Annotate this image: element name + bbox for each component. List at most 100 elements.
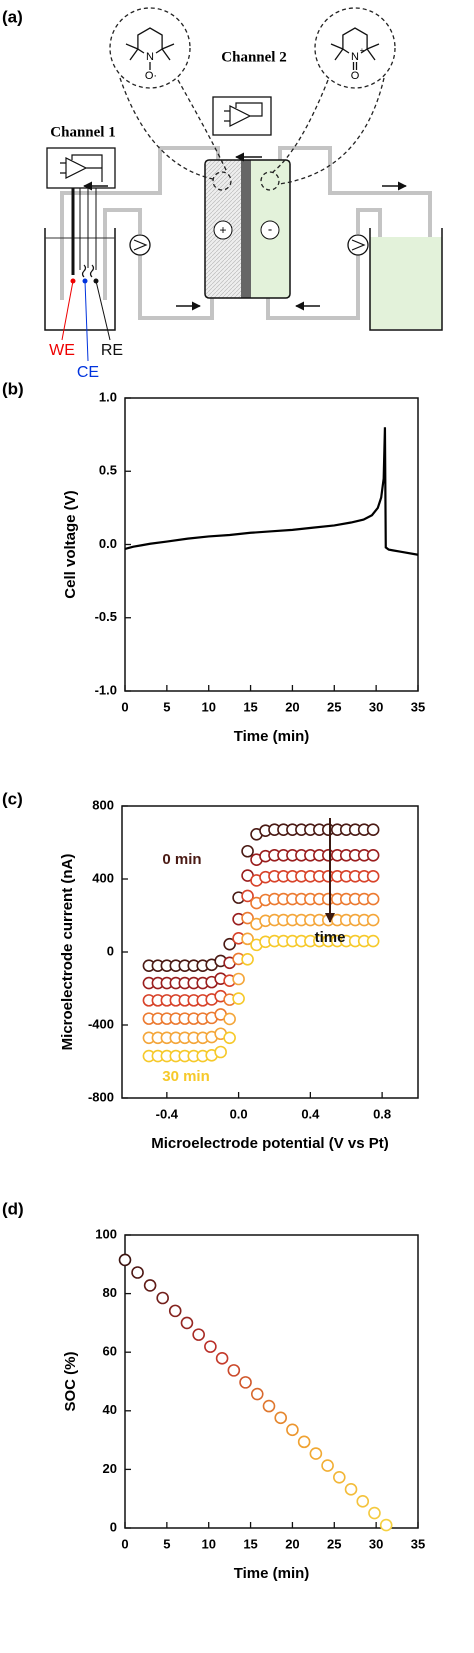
x-tick-label: 10 (201, 699, 215, 714)
leader (61, 280, 74, 341)
data-point (223, 1031, 236, 1045)
x-tick-label: 25 (327, 699, 341, 714)
data-point (223, 1012, 236, 1026)
y-tick-label: 80 (103, 1285, 117, 1300)
data-point (232, 992, 245, 1005)
data-point (131, 1266, 144, 1279)
cell (204, 159, 291, 299)
x-tick-label: 5 (163, 699, 170, 714)
x-tick-label: 30 (369, 1536, 383, 1551)
pole-label: - (268, 221, 272, 236)
atom-label: O· (145, 70, 157, 82)
wire (72, 188, 97, 275)
x-tick-label: 0 (121, 699, 128, 714)
data-point (333, 1471, 346, 1484)
x-tick-label: 20 (285, 699, 299, 714)
data-point (241, 889, 254, 903)
electrode-label: WE (49, 342, 75, 359)
chart: (d) 0 5 10 15 20 25 30 35 0 20 40 60 80 100 Time (min) S… (2, 1199, 425, 1581)
y-tick-label: 400 (92, 870, 114, 885)
y-axis-label: Cell voltage (V) (62, 490, 79, 598)
annotation: 30 min (162, 1068, 210, 1085)
data-point (366, 934, 380, 948)
tube (266, 255, 360, 320)
annotation: 0 min (162, 851, 201, 868)
plot-frame (124, 1234, 419, 1529)
pole (213, 220, 233, 240)
x-tick-label: 30 (369, 699, 383, 714)
data-point (227, 1364, 241, 1377)
data-point (232, 972, 245, 986)
zoom-line (119, 77, 385, 185)
channel-label: Channel 2 (221, 49, 286, 65)
panel-label: (a) (2, 7, 23, 26)
data-point (297, 1435, 311, 1449)
potentiostat (46, 147, 116, 189)
x-tick-label: 10 (201, 1536, 215, 1551)
amplifier (224, 102, 263, 127)
y-tick-label: 20 (103, 1461, 117, 1476)
electrolyte (370, 237, 442, 329)
y-axis-label: SOC (%) (62, 1351, 79, 1411)
y-tick-label: 800 (92, 797, 114, 812)
x-tick-label: 0 (121, 1536, 128, 1551)
tube (278, 146, 432, 300)
data-point (368, 1506, 381, 1520)
x-tick-label: 15 (243, 1536, 257, 1551)
x-tick-label: 25 (327, 1536, 341, 1551)
data-point (366, 823, 380, 837)
x-tick-label: 15 (243, 699, 257, 714)
data-point (366, 869, 380, 883)
y-tick-label: -0.5 (95, 609, 117, 624)
y-tick-label: 60 (103, 1344, 117, 1359)
tube (60, 146, 220, 300)
x-tick-label: 0.0 (230, 1106, 248, 1121)
data-point (143, 1279, 157, 1292)
leader (95, 280, 111, 341)
data-point (379, 1518, 393, 1532)
data-point (274, 1411, 288, 1425)
coil (81, 264, 95, 278)
panel-label: (d) (2, 1199, 24, 1218)
data-point (241, 911, 254, 925)
y-tick-label: 0.5 (99, 463, 117, 478)
membrane (241, 160, 251, 298)
y-tick-label: 40 (103, 1402, 117, 1417)
y-tick-label: 100 (95, 1226, 117, 1241)
pump-symbol (133, 239, 148, 251)
x-axis-label: Time (min) (234, 1565, 310, 1582)
data-point (356, 1495, 370, 1508)
annotation: time (315, 929, 346, 946)
data-point (309, 1447, 323, 1460)
channel-label: Channel 1 (50, 124, 115, 140)
x-axis-label: Time (min) (234, 728, 310, 745)
data-point (241, 932, 254, 946)
y-tick-label: 0 (110, 1519, 117, 1534)
tube (103, 208, 142, 300)
atom-label: N (146, 51, 154, 63)
diagram: (a) + - Channel 1 Channel 2 WE CE RE (2, 7, 443, 381)
chart: (c) -0.4 0.0 0.4 0.8 -800 -400 0 400 800 Microelec… (2, 789, 419, 1152)
data-point (215, 1352, 229, 1365)
zoom-marker (260, 171, 280, 191)
tube (138, 255, 214, 320)
molecule-structure (125, 27, 175, 70)
pump-symbol (351, 239, 366, 251)
data-point (366, 913, 380, 927)
y-tick-label: 0.0 (99, 536, 117, 551)
x-tick-label: 0.4 (301, 1106, 320, 1121)
pole-label: + (219, 223, 226, 237)
data-point (214, 1045, 227, 1059)
plot-frame (124, 397, 419, 692)
y-axis-label: Microelectrode current (nA) (59, 854, 76, 1051)
zoom-circle (109, 7, 191, 89)
data-point (156, 1291, 169, 1305)
panel-label: (c) (2, 789, 23, 808)
x-tick-label: 35 (411, 699, 425, 714)
electrode-label: RE (101, 342, 123, 359)
data-point (286, 1423, 299, 1437)
panel-label: (b) (2, 379, 24, 398)
data-point (321, 1459, 334, 1472)
charge-label: + (360, 46, 365, 55)
chart: (b) 0 5 10 15 20 25 30 35 -1.0 -0.5 0.0 0.5 1.0 Time (… (2, 379, 425, 744)
